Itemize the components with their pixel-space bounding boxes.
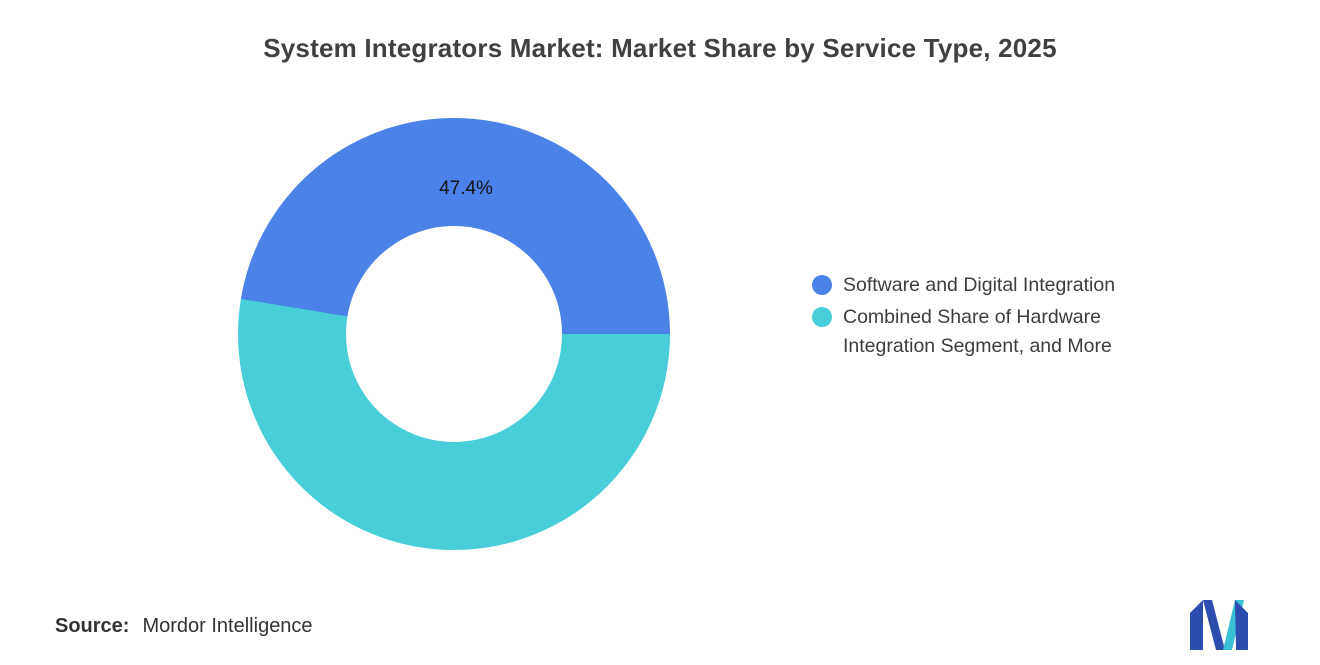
legend-marker-software-icon	[812, 275, 832, 295]
legend-item-software[interactable]: Software and Digital Integration	[812, 271, 1163, 299]
mordor-intelligence-logo-icon	[1190, 600, 1248, 650]
legend-label-software: Software and Digital Integration	[843, 274, 1116, 296]
legend-label-hardware: Combined Share of Hardware Integration S…	[843, 306, 1112, 357]
legend-item-hardware[interactable]: Combined Share of Hardware Integration S…	[812, 303, 1163, 360]
legend-marker-hardware-icon	[812, 307, 832, 328]
legend: Software and Digital Integration Combine…	[812, 271, 1163, 360]
source-label: Source:	[55, 615, 130, 637]
source-note: Source: Mordor Intelligence	[55, 615, 313, 638]
chart-title: System Integrators Market: Market Share …	[263, 33, 1057, 63]
donut-chart[interactable]: 47.4%	[238, 118, 670, 550]
source-value: Mordor Intelligence	[142, 615, 313, 637]
slice-data-label: 47.4%	[439, 178, 493, 199]
